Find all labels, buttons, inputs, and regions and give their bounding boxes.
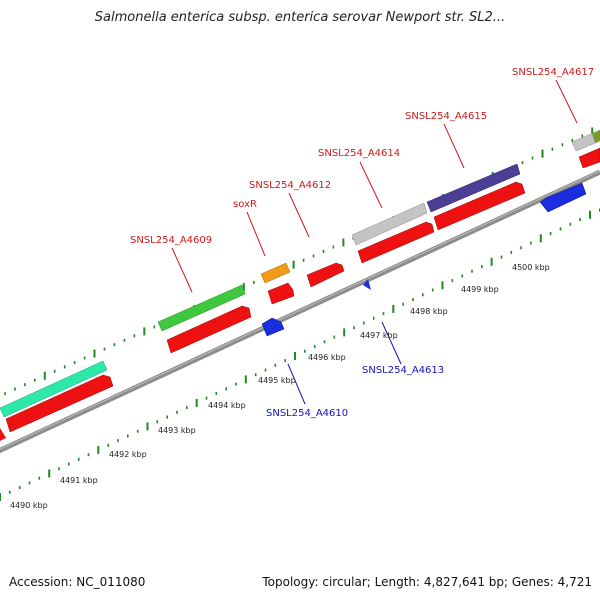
gene-label-reverse: SNSL254_A4613 [362,365,444,376]
genome-backbone [0,169,600,454]
cds-track-reverse [261,182,587,337]
scale-label: 4494 kbp [208,401,246,410]
leader-line [359,161,383,209]
scale-label: 4493 kbp [158,426,196,435]
gene-teal-bar [0,360,108,418]
gene-olive-bar [592,130,600,143]
leader-line-reverse [381,321,402,365]
leader-line [555,79,578,124]
outer-tick-track [4,127,594,396]
cds-arrow [267,282,295,305]
gene-navy-bar [426,163,521,213]
scale-label: 4495 kbp [258,376,296,385]
leader-line [246,211,266,257]
cds-arrow [306,262,345,288]
gene-label: SNSL254_A4609 [130,235,212,246]
label-leaders [171,79,578,405]
gene-label: SNSL254_A4614 [318,148,400,159]
gene-label: SNSL254_A4612 [249,180,331,191]
leader-line [288,192,310,238]
accession-text: Accession: NC_011080 [9,575,146,589]
scale-label: 4492 kbp [109,450,147,459]
scale-label: 4491 kbp [60,476,98,485]
leader-line-reverse [287,363,306,405]
cds-track-forward [0,147,600,441]
scale-labels: 4490 kbp 4491 kbp 4492 kbp 4493 kbp 4494… [10,263,550,510]
gene-green-bar [157,284,246,332]
genome-info-text: Topology: circular; Length: 4,827,641 bp… [262,575,592,589]
cds-arrow-reverse [539,182,587,213]
scale-label: 4496 kbp [308,353,346,362]
gene-label: SNSL254_A4615 [405,111,487,122]
genome-backbone-highlight [0,170,600,450]
gene-grey-bar [351,202,428,246]
scale-label: 4497 kbp [360,331,398,340]
scale-label: 4490 kbp [10,501,48,510]
scale-label: 4498 kbp [410,307,448,316]
leader-line [171,247,193,293]
inner-tick-track [0,208,600,501]
cds-arrow [433,181,526,231]
gene-label-reverse: SNSL254_A4610 [266,408,348,419]
cds-arrow [0,428,6,441]
feature-track-top [0,129,600,418]
map-title: Salmonella enterica subsp. enterica sero… [94,10,506,25]
cds-arrow [357,221,435,264]
gene-label: soxR [233,199,257,210]
leader-line [443,123,465,169]
gene-label: SNSL254_A4617 [512,67,594,78]
cds-arrow-reverse [363,279,371,290]
cds-arrow-reverse [261,317,285,337]
cds-arrow [5,374,114,433]
cds-arrow [578,147,600,169]
scale-label: 4499 kbp [461,285,499,294]
cds-arrow [166,305,252,354]
gene-orange-bar [260,262,291,284]
scale-label: 4500 kbp [512,263,550,272]
